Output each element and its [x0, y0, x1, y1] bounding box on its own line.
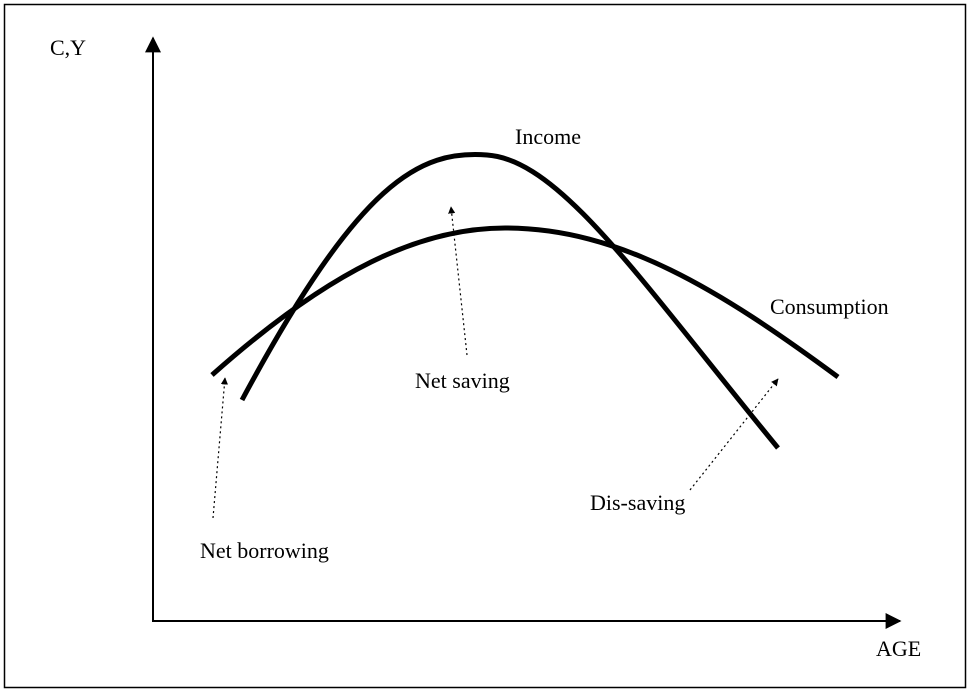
consumption-curve: [210, 225, 840, 380]
annotation: Dis-saving: [590, 490, 685, 515]
annotation: Net saving: [415, 368, 510, 393]
annotation: Net borrowing: [200, 538, 329, 563]
curve-label: Consumption: [770, 294, 889, 319]
curve-label: Income: [515, 124, 581, 149]
y-axis-label: C,Y: [50, 35, 86, 60]
income-curve: [239, 152, 780, 450]
x-axis-label: AGE: [876, 636, 921, 661]
dissaving-arrow: [689, 378, 779, 491]
borrowing-arrow: [212, 377, 229, 519]
frame: [3, 3, 967, 689]
